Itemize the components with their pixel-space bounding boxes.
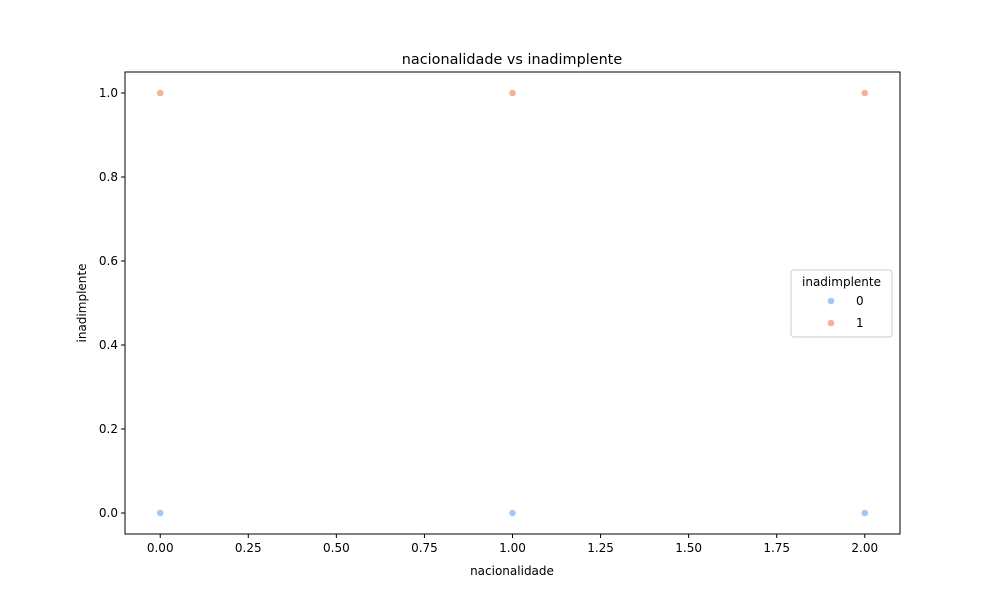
y-tick-label: 0.6 (99, 254, 118, 268)
axes: 0.00 0.25 0.50 0.75 1.00 1.25 1.50 1.75 2.000.00… (99, 86, 878, 555)
x-tick-label: 2.00 (851, 541, 878, 555)
legend-title: inadimplente (802, 275, 881, 289)
legend-box (790, 269, 893, 338)
x-tick-label: 0.25 (235, 541, 262, 555)
legend[interactable]: inadimplente 0 1 (790, 269, 893, 338)
x-tick-label: 1.25 (587, 541, 614, 555)
x-tick-label: 1.50 (675, 541, 702, 555)
data-points (156, 89, 869, 517)
x-tick-label: 0.75 (411, 541, 438, 555)
legend-label-1: 1 (856, 316, 864, 330)
data-point-series-1 (156, 89, 165, 97)
y-axis-label: inadimplente (75, 264, 89, 343)
legend-marker-1 (827, 319, 835, 327)
plot-frame (124, 71, 901, 535)
legend-label-0: 0 (856, 294, 864, 308)
y-tick-label: 1.0 (99, 86, 118, 100)
x-axis-label: nacionalidade (470, 564, 554, 578)
data-point-series-0 (156, 509, 165, 517)
legend-marker-0 (827, 297, 835, 305)
y-tick-label: 0.2 (99, 422, 118, 436)
x-tick-label: 0.50 (323, 541, 350, 555)
x-tick-label: 0.00 (147, 541, 174, 555)
data-point-series-1 (508, 89, 517, 97)
data-point-series-0 (508, 509, 517, 517)
data-point-series-1 (860, 89, 869, 97)
y-tick-label: 0.0 (99, 506, 118, 520)
y-tick-label: 0.8 (99, 170, 118, 184)
x-tick-label: 1.75 (763, 541, 790, 555)
y-tick-label: 0.4 (99, 338, 118, 352)
chart-title: nacionalidade vs inadimplente (402, 52, 623, 68)
data-point-series-0 (860, 509, 869, 517)
x-tick-label: 1.00 (499, 541, 526, 555)
